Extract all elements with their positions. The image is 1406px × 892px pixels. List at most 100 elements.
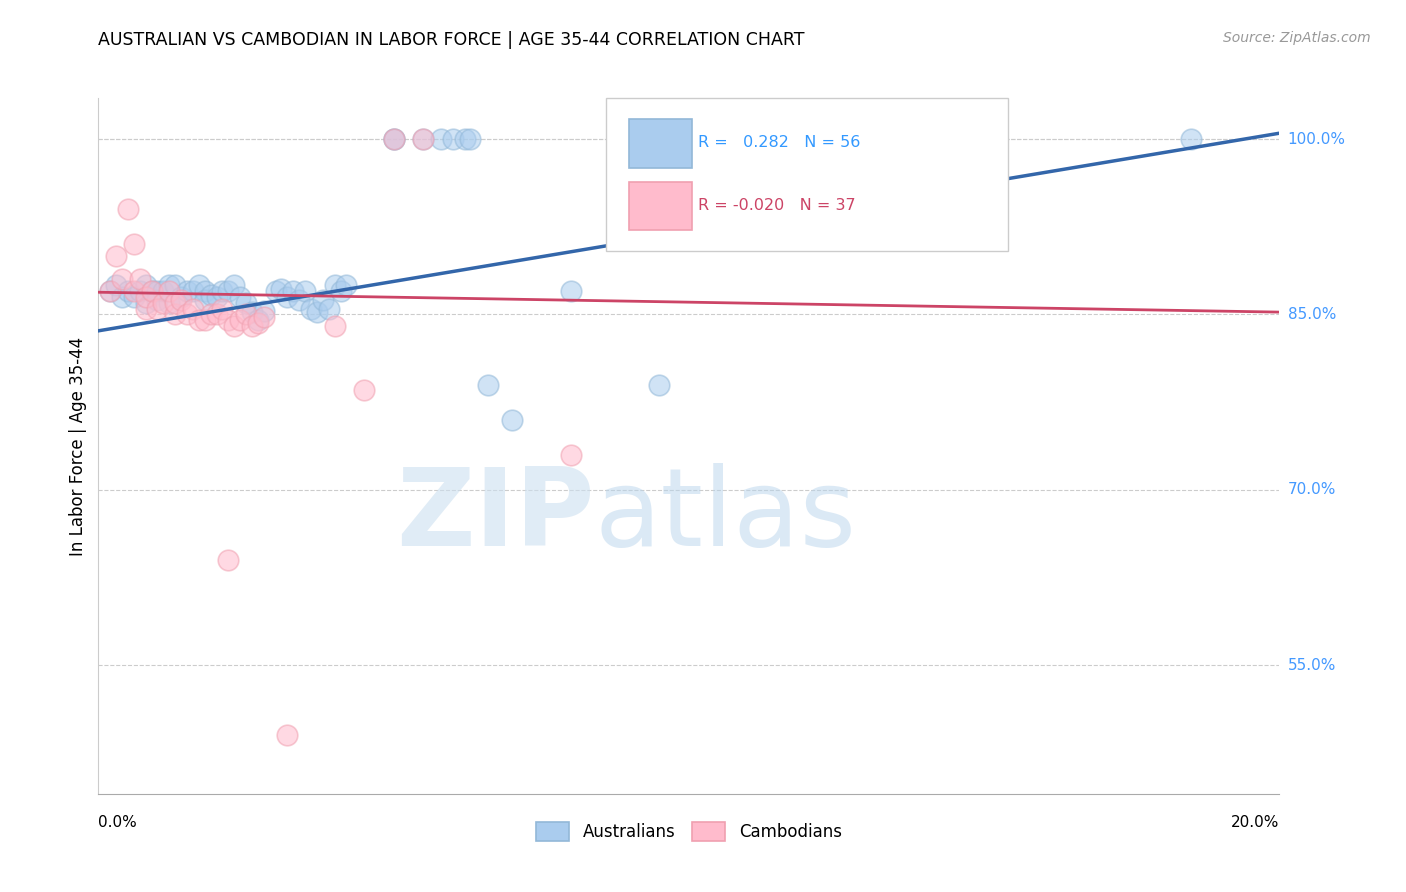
Point	[187, 278, 209, 293]
Point	[501, 413, 523, 427]
Point	[460, 132, 482, 146]
Point	[152, 284, 174, 298]
Point	[477, 377, 499, 392]
Point	[135, 290, 157, 304]
Point	[165, 278, 187, 293]
Point	[412, 132, 434, 146]
Text: 100.0%: 100.0%	[1288, 131, 1346, 146]
Point	[205, 290, 228, 304]
Text: 0.0%: 0.0%	[98, 815, 138, 830]
Point	[200, 308, 222, 322]
Point	[111, 272, 134, 286]
Point	[240, 305, 263, 319]
Text: 85.0%: 85.0%	[1288, 307, 1336, 322]
FancyBboxPatch shape	[628, 119, 693, 168]
Text: R =   0.282   N = 56: R = 0.282 N = 56	[699, 136, 860, 150]
Point	[283, 284, 305, 298]
Point	[312, 293, 335, 308]
Point	[181, 301, 204, 316]
Point	[335, 278, 357, 293]
Point	[382, 132, 405, 146]
Point	[1180, 132, 1202, 146]
FancyBboxPatch shape	[628, 182, 693, 230]
Point	[135, 295, 157, 310]
Text: AUSTRALIAN VS CAMBODIAN IN LABOR FORCE | AGE 35-44 CORRELATION CHART: AUSTRALIAN VS CAMBODIAN IN LABOR FORCE |…	[98, 31, 804, 49]
Point	[323, 278, 346, 293]
Text: 55.0%: 55.0%	[1288, 657, 1336, 673]
Point	[135, 278, 157, 293]
Point	[217, 284, 239, 298]
Point	[146, 284, 169, 298]
Point	[240, 319, 263, 334]
Text: R = -0.020   N = 37: R = -0.020 N = 37	[699, 198, 856, 213]
Y-axis label: In Labor Force | Age 35-44: In Labor Force | Age 35-44	[69, 336, 87, 556]
Point	[246, 316, 269, 330]
Point	[246, 313, 269, 327]
Point	[105, 278, 128, 293]
Point	[194, 284, 217, 298]
Point	[122, 284, 145, 298]
Point	[560, 284, 582, 298]
Point	[141, 284, 163, 298]
Text: atlas: atlas	[595, 463, 856, 568]
Point	[170, 293, 193, 308]
Point	[181, 284, 204, 298]
Point	[270, 282, 292, 296]
FancyBboxPatch shape	[606, 98, 1008, 252]
Point	[194, 293, 217, 308]
Point	[235, 308, 257, 322]
Point	[229, 313, 252, 327]
Point	[224, 319, 246, 334]
Point	[224, 278, 246, 293]
Point	[294, 284, 316, 298]
Point	[122, 290, 145, 304]
Point	[276, 728, 298, 742]
Point	[382, 132, 405, 146]
Text: Source: ZipAtlas.com: Source: ZipAtlas.com	[1223, 31, 1371, 45]
Point	[299, 301, 322, 316]
Point	[430, 132, 453, 146]
Point	[176, 308, 198, 322]
Point	[187, 313, 209, 327]
Point	[157, 278, 180, 293]
Point	[217, 553, 239, 567]
Point	[117, 202, 139, 217]
Point	[235, 295, 257, 310]
Point	[98, 284, 121, 298]
Point	[157, 284, 180, 298]
Point	[117, 284, 139, 298]
Point	[288, 293, 311, 308]
Point	[382, 132, 405, 146]
Point	[141, 284, 163, 298]
Point	[135, 301, 157, 316]
Point	[128, 272, 150, 286]
Point	[453, 132, 475, 146]
Point	[305, 305, 328, 319]
Point	[111, 290, 134, 304]
Point	[157, 295, 180, 310]
Point	[128, 284, 150, 298]
Point	[353, 384, 375, 398]
Point	[98, 284, 121, 298]
Point	[165, 308, 187, 322]
Point	[560, 448, 582, 462]
Point	[253, 304, 276, 318]
Legend: Australians, Cambodians: Australians, Cambodians	[530, 815, 848, 848]
Point	[205, 308, 228, 322]
Point	[211, 284, 233, 298]
Point	[264, 284, 287, 298]
Point	[105, 249, 128, 263]
Point	[323, 319, 346, 334]
Text: 20.0%: 20.0%	[1232, 815, 1279, 830]
Text: ZIP: ZIP	[396, 463, 595, 568]
Point	[176, 284, 198, 298]
Point	[318, 301, 340, 316]
Point	[122, 237, 145, 252]
Point	[211, 301, 233, 316]
Text: 70.0%: 70.0%	[1288, 483, 1336, 498]
Point	[194, 313, 217, 327]
Point	[165, 295, 187, 310]
Point	[329, 284, 352, 298]
Point	[412, 132, 434, 146]
Point	[253, 310, 276, 324]
